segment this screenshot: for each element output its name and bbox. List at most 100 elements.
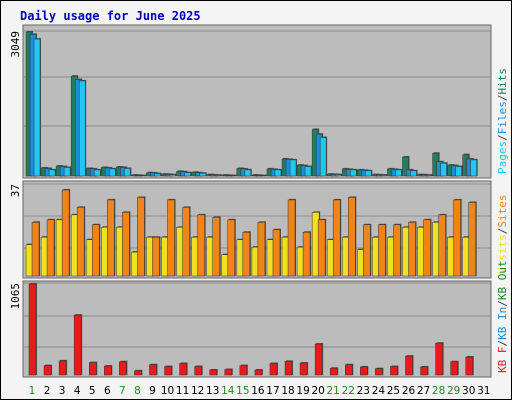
day-tick-label: 19 (296, 385, 309, 397)
bar-pages (440, 162, 447, 177)
bar-kb-f (284, 361, 293, 376)
day-tick-label: 31 (477, 385, 490, 397)
bar-kb-f (299, 362, 308, 376)
bar-pages (334, 174, 342, 177)
kbytes-ymax-label: 1065 (9, 283, 22, 310)
legend-item-pages: Pages (496, 141, 509, 174)
bar-sites (182, 207, 190, 277)
bar-kb-f (164, 366, 172, 376)
bar-kb-f (149, 364, 157, 376)
bar-shadow-pages (230, 174, 237, 176)
bar-pages (319, 137, 327, 177)
bar-sites (167, 199, 175, 277)
bar-sites (31, 222, 40, 277)
bar-sites (122, 212, 130, 277)
day-tick-label: 25 (387, 385, 400, 397)
bar-kb-f (58, 360, 67, 376)
day-tick-label: 12 (191, 385, 204, 397)
day-tick-label: 18 (281, 385, 294, 397)
bar-kb-f (314, 343, 323, 376)
legend-separator: / (496, 340, 509, 347)
bar-pages (304, 166, 312, 177)
usage-plot-area (22, 24, 492, 179)
day-tick-label: 23 (357, 385, 370, 397)
usage-ymax-label: 3049 (9, 31, 22, 58)
bar-pages (395, 169, 402, 177)
bar-pages (410, 170, 417, 177)
bar-pages (78, 80, 86, 177)
day-tick-label: 7 (119, 385, 126, 397)
bar-sites (332, 199, 341, 277)
bar-sites (91, 224, 100, 277)
legend-separator: / (496, 228, 509, 235)
bar-kb-f (224, 369, 233, 376)
bar-sites (468, 202, 476, 277)
bar-kb-f (239, 365, 248, 376)
bar-kb-f (465, 356, 473, 376)
bar-sites (257, 222, 266, 277)
bar-sites (272, 229, 281, 277)
bar-kb-f (435, 342, 443, 376)
legend-item-hits: Hits (496, 68, 509, 95)
day-tick-label: 20 (311, 385, 324, 397)
visits-ymax-label: 37 (9, 184, 22, 197)
day-tick-label: 28 (432, 385, 445, 397)
day-tick-label: 4 (74, 385, 81, 397)
legend-item-kb-in: KB In (496, 307, 509, 340)
bar-sites (348, 197, 356, 277)
legend-separator: / (496, 95, 509, 102)
bar-pages (124, 168, 131, 177)
bar-sites (227, 219, 236, 277)
day-tick-label: 30 (462, 385, 475, 397)
bar-sites (76, 207, 85, 277)
bar-pages (425, 174, 432, 177)
bar-pages (184, 172, 191, 177)
legend-item-sites: Sites (496, 195, 509, 228)
chart-title: Daily usage for June 2025 (20, 9, 201, 23)
bar-pages (169, 174, 176, 177)
day-tick-label: 29 (447, 385, 460, 397)
bar-kb-f (329, 367, 338, 376)
bar-pages (199, 172, 206, 177)
bar-sites (393, 224, 401, 277)
bar-kb-f (73, 314, 82, 376)
bar-sites (423, 219, 431, 277)
bar-pages (244, 169, 252, 177)
legend-separator: / (496, 300, 509, 307)
day-tick-label: 11 (176, 385, 189, 397)
kbytes-legend: KB F/KB In/KB Out (496, 260, 509, 373)
bar-shadow-pages (140, 174, 147, 176)
day-tick-label: 5 (89, 385, 96, 397)
bar-pages (93, 169, 101, 177)
bar-pages (274, 169, 282, 177)
day-tick-label: 22 (342, 385, 355, 397)
bar-pages (109, 168, 116, 177)
bar-pages (455, 166, 462, 177)
day-tick-label: 10 (161, 385, 174, 397)
bar-pages (470, 159, 477, 177)
day-tick-label: 2 (44, 385, 51, 397)
bar-pages (214, 174, 221, 177)
bar-kb-f (450, 361, 458, 376)
bar-pages (48, 169, 56, 177)
bar-kb-f (194, 366, 202, 376)
bar-kb-f (390, 366, 398, 376)
bar-sites (453, 199, 461, 277)
day-tick-label: 15 (236, 385, 249, 397)
day-tick-label: 1 (29, 385, 36, 397)
legend-item-files: Files (496, 101, 509, 134)
bar-pages (33, 38, 41, 177)
legend-item-kb-out: KB Out (496, 260, 509, 300)
bar-sites (137, 197, 145, 277)
legend-item-visits: Visits (496, 234, 509, 274)
bar-sites (61, 189, 70, 277)
bar-pages (380, 174, 387, 177)
bar-sites (107, 199, 115, 277)
legend-separator: / (496, 134, 509, 141)
day-tick-label: 27 (417, 385, 430, 397)
bar-kb-f (88, 362, 97, 376)
bar-sites (363, 224, 371, 277)
day-tick-label: 8 (134, 385, 141, 397)
bar-sites (242, 231, 251, 277)
